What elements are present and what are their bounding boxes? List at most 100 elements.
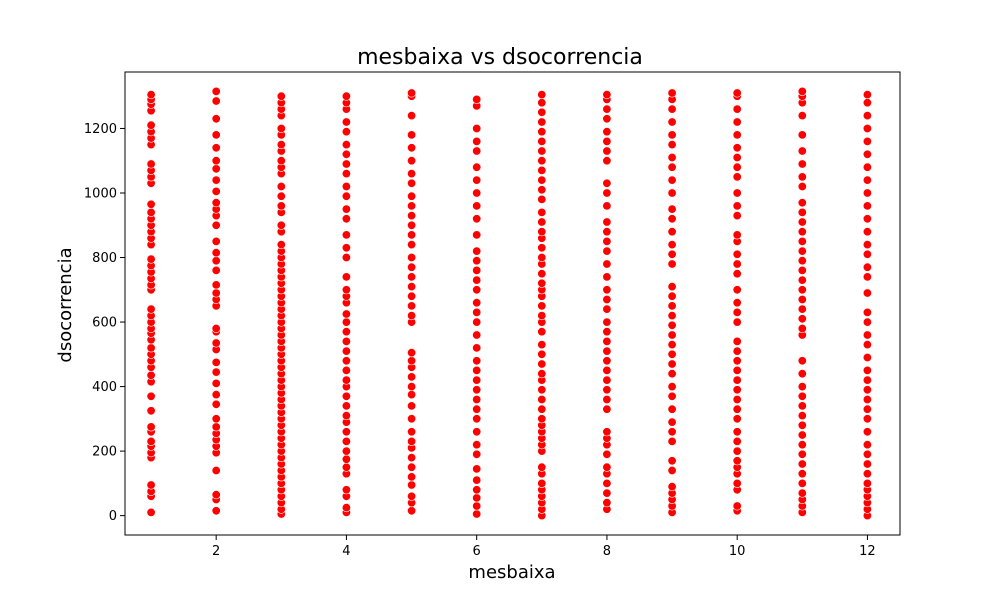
data-point: [797, 227, 807, 237]
data-point: [211, 236, 221, 246]
data-point: [732, 375, 742, 385]
data-point: [472, 188, 482, 198]
data-point: [602, 478, 612, 488]
data-point: [602, 356, 612, 366]
data-point: [537, 278, 547, 288]
data-point: [862, 307, 872, 317]
data-point: [667, 227, 677, 237]
data-point: [537, 217, 547, 227]
data-point: [211, 143, 221, 153]
data-point: [797, 478, 807, 488]
data-point: [667, 282, 677, 292]
data-point: [341, 309, 351, 319]
data-point: [341, 272, 351, 282]
data-point: [732, 104, 742, 114]
data-point: [797, 159, 807, 169]
data-point: [797, 256, 807, 266]
data-point: [537, 404, 547, 414]
data-point: [276, 124, 286, 134]
data-point: [472, 317, 482, 327]
data-point: [797, 304, 807, 314]
data-point: [797, 369, 807, 379]
data-point: [341, 391, 351, 401]
data-point: [341, 253, 351, 263]
data-point: [211, 156, 221, 166]
data-point: [797, 146, 807, 156]
data-point: [407, 401, 417, 411]
x-tick-label: 6: [473, 544, 481, 559]
data-point: [602, 259, 612, 269]
data-point: [341, 411, 351, 421]
data-point: [211, 175, 221, 185]
data-point: [797, 488, 807, 498]
data-point: [732, 501, 742, 511]
data-point: [537, 165, 547, 175]
data-point: [797, 430, 807, 440]
data-point: [862, 352, 872, 362]
data-point: [732, 162, 742, 172]
data-point: [797, 440, 807, 450]
data-point: [537, 478, 547, 488]
data-point: [407, 291, 417, 301]
data-point: [862, 394, 872, 404]
data-point: [667, 465, 677, 475]
data-point: [602, 394, 612, 404]
data-point: [667, 259, 677, 269]
data-point: [407, 143, 417, 153]
data-point: [602, 227, 612, 237]
data-point: [472, 330, 482, 340]
data-point: [602, 385, 612, 395]
data-point: [797, 449, 807, 459]
data-point: [407, 491, 417, 501]
data-point: [862, 188, 872, 198]
data-point: [407, 348, 417, 358]
data-point: [537, 243, 547, 253]
data-point: [472, 136, 482, 146]
data-point: [732, 336, 742, 346]
data-point: [537, 414, 547, 424]
data-point: [602, 156, 612, 166]
data-point: [667, 320, 677, 330]
data-point: [732, 298, 742, 308]
data-point: [537, 385, 547, 395]
data-point: [667, 404, 677, 414]
data-point: [407, 262, 417, 272]
data-point: [211, 367, 221, 377]
data-point: [862, 175, 872, 185]
data-point: [667, 240, 677, 250]
data-point: [407, 220, 417, 230]
data-point: [472, 256, 482, 266]
data-point: [732, 394, 742, 404]
data-point: [146, 159, 156, 169]
data-point: [602, 462, 612, 472]
data-point: [667, 214, 677, 224]
data-point: [341, 401, 351, 411]
data-point: [797, 217, 807, 227]
data-point: [667, 359, 677, 369]
data-point: [667, 456, 677, 466]
data-point: [732, 446, 742, 456]
data-point: [732, 427, 742, 437]
data-point: [407, 211, 417, 221]
data-point: [211, 422, 221, 432]
data-point: [341, 169, 351, 179]
data-point: [862, 240, 872, 250]
data-point: [407, 156, 417, 166]
data-point: [797, 420, 807, 430]
data-point: [146, 304, 156, 314]
data-point: [602, 375, 612, 385]
data-point: [146, 480, 156, 490]
data-point: [211, 490, 221, 500]
data-point: [537, 369, 547, 379]
data-point: [667, 311, 677, 321]
y-tick-label: 600: [92, 316, 117, 331]
data-point: [407, 111, 417, 121]
data-point: [732, 436, 742, 446]
data-point: [537, 185, 547, 195]
data-point: [602, 236, 612, 246]
data-point: [797, 401, 807, 411]
y-tick-label: 0: [109, 509, 117, 524]
data-point: [146, 370, 156, 380]
data-point: [667, 130, 677, 140]
data-point: [862, 288, 872, 298]
